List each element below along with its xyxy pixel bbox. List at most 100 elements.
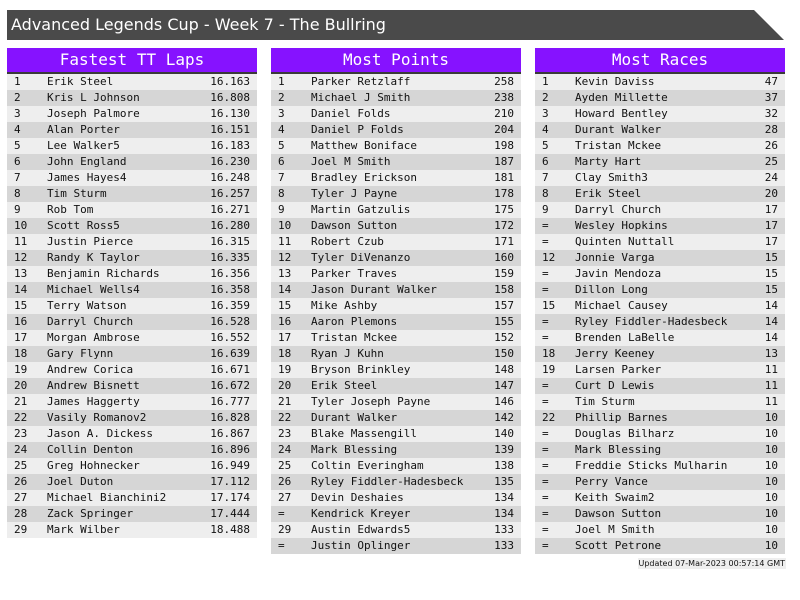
value-cell: 10: [764, 539, 778, 552]
table-row: = Douglas Bilharz 10: [535, 426, 785, 442]
table-row: 15 Michael Causey 14: [535, 298, 785, 314]
value-cell: 175: [494, 203, 514, 216]
name-cell: Devin Deshaies: [311, 491, 404, 504]
value-cell: 134: [494, 507, 514, 520]
rank-cell: =: [542, 427, 549, 440]
rank-cell: 8: [278, 187, 285, 200]
table-row: 29 Austin Edwards5 133: [271, 522, 521, 538]
table-row: 1 Erik Steel 16.163: [7, 74, 257, 90]
value-cell: 16.359: [210, 299, 250, 312]
name-cell: Kevin Daviss: [575, 75, 655, 88]
rank-cell: 16: [14, 315, 28, 328]
table-row: 8 Tim Sturm 16.257: [7, 186, 257, 202]
rank-cell: 9: [278, 203, 285, 216]
name-cell: Bradley Erickson: [311, 171, 417, 184]
rank-cell: 22: [14, 411, 28, 424]
value-cell: 10: [764, 491, 778, 504]
table-row: 6 Joel M Smith 187: [271, 154, 521, 170]
name-cell: Tyler Joseph Payne: [311, 395, 431, 408]
table-row: 5 Lee Walker5 16.183: [7, 138, 257, 154]
table-row: 18 Ryan J Kuhn 150: [271, 346, 521, 362]
value-cell: 16.280: [210, 219, 250, 232]
rank-cell: 17: [278, 331, 292, 344]
name-cell: Tim Sturm: [575, 395, 635, 408]
name-cell: Jason A. Dickess: [47, 427, 153, 440]
table-row: = Brenden LaBelle 14: [535, 330, 785, 346]
name-cell: Clay Smith3: [575, 171, 648, 184]
name-cell: Austin Edwards5: [311, 523, 411, 536]
rank-cell: 5: [542, 139, 549, 152]
table-row: 9 Rob Tom 16.271: [7, 202, 257, 218]
table-row: = Tim Sturm 11: [535, 394, 785, 410]
table-row: 22 Durant Walker 142: [271, 410, 521, 426]
rank-cell: 12: [278, 251, 292, 264]
value-cell: 16.867: [210, 427, 250, 440]
updated-timestamp: Updated 07-Mar-2023 00:57:14 GMT: [637, 558, 786, 569]
board-rows: 1 Parker Retzlaff 258 2 Michael J Smith 238 3 D…: [271, 74, 521, 554]
name-cell: Brenden LaBelle: [575, 331, 675, 344]
rank-cell: 26: [278, 475, 292, 488]
rank-cell: 3: [14, 107, 21, 120]
value-cell: 14: [764, 299, 778, 312]
value-cell: 159: [494, 267, 514, 280]
table-row: 13 Benjamin Richards 16.356: [7, 266, 257, 282]
table-row: 15 Terry Watson 16.359: [7, 298, 257, 314]
table-row: 22 Vasily Romanov2 16.828: [7, 410, 257, 426]
rank-cell: 17: [14, 331, 28, 344]
table-row: 9 Martin Gatzulis 175: [271, 202, 521, 218]
rank-cell: 12: [14, 251, 28, 264]
rank-cell: =: [542, 443, 549, 456]
value-cell: 17: [764, 235, 778, 248]
name-cell: Howard Bentley: [575, 107, 668, 120]
rank-cell: 11: [278, 235, 292, 248]
rank-cell: 4: [14, 123, 21, 136]
value-cell: 10: [764, 523, 778, 536]
table-row: 10 Scott Ross5 16.280: [7, 218, 257, 234]
name-cell: Michael J Smith: [311, 91, 411, 104]
value-cell: 155: [494, 315, 514, 328]
name-cell: Mark Wilber: [47, 523, 120, 536]
board-most-races: Most Races 1 Kevin Daviss 47 2 Ayden Millett…: [535, 48, 785, 554]
value-cell: 238: [494, 91, 514, 104]
name-cell: Rob Tom: [47, 203, 94, 216]
rank-cell: 27: [278, 491, 292, 504]
value-cell: 16.671: [210, 363, 250, 376]
rank-cell: 28: [14, 507, 28, 520]
value-cell: 16.151: [210, 123, 250, 136]
name-cell: Jonnie Varga: [575, 251, 655, 264]
value-cell: 138: [494, 459, 514, 472]
name-cell: Gary Flynn: [47, 347, 114, 360]
value-cell: 17.112: [210, 475, 250, 488]
name-cell: Erik Steel: [575, 187, 642, 200]
value-cell: 28: [764, 123, 778, 136]
rank-cell: 1: [14, 75, 21, 88]
value-cell: 171: [494, 235, 514, 248]
name-cell: John England: [47, 155, 127, 168]
rank-cell: 3: [542, 107, 549, 120]
value-cell: 16.163: [210, 75, 250, 88]
value-cell: 134: [494, 491, 514, 504]
name-cell: Dillon Long: [575, 283, 648, 296]
table-row: 5 Matthew Boniface 198: [271, 138, 521, 154]
value-cell: 147: [494, 379, 514, 392]
rank-cell: 9: [14, 203, 21, 216]
name-cell: Aaron Plemons: [311, 315, 398, 328]
board-heading: Most Points: [271, 48, 521, 74]
table-row: 14 Jason Durant Walker 158: [271, 282, 521, 298]
value-cell: 172: [494, 219, 514, 232]
table-row: 18 Jerry Keeney 13: [535, 346, 785, 362]
value-cell: 148: [494, 363, 514, 376]
table-row: = Dawson Sutton 10: [535, 506, 785, 522]
name-cell: Michael Bianchini2: [47, 491, 167, 504]
table-row: 4 Daniel P Folds 204: [271, 122, 521, 138]
value-cell: 139: [494, 443, 514, 456]
rank-cell: 6: [14, 155, 21, 168]
rank-cell: 25: [14, 459, 28, 472]
name-cell: Durant Walker: [575, 123, 662, 136]
name-cell: Joel Duton: [47, 475, 114, 488]
rank-cell: 15: [14, 299, 28, 312]
table-row: 2 Kris L Johnson 16.808: [7, 90, 257, 106]
rank-cell: =: [542, 331, 549, 344]
value-cell: 14: [764, 331, 778, 344]
value-cell: 160: [494, 251, 514, 264]
